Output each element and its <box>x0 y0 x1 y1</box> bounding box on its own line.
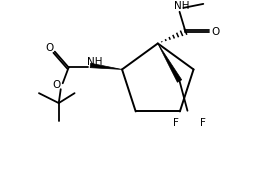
Text: F: F <box>173 118 178 128</box>
Text: O: O <box>211 27 219 37</box>
Polygon shape <box>90 63 122 69</box>
Text: F: F <box>200 118 206 128</box>
Text: NH: NH <box>87 57 102 66</box>
Text: O: O <box>46 43 54 53</box>
Polygon shape <box>158 43 182 82</box>
Text: NH: NH <box>174 1 189 11</box>
Text: O: O <box>53 80 61 90</box>
